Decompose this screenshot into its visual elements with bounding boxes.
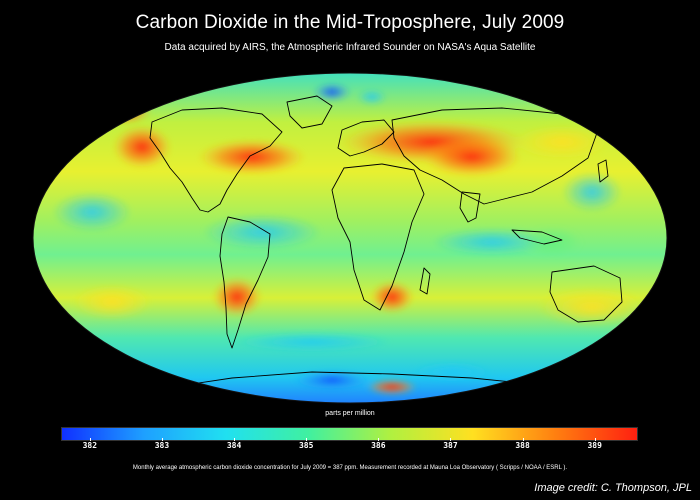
co2-world-map (32, 72, 668, 404)
colorbar-tick-386: 386 (363, 438, 393, 450)
colorbar-tick-389: 389 (580, 438, 610, 450)
coastlines (149, 95, 623, 391)
colorbar-tick-388: 388 (508, 438, 538, 450)
map-svg (32, 72, 668, 404)
page-title: Carbon Dioxide in the Mid-Troposphere, J… (135, 12, 565, 33)
colorbar-ticks: 382 383 384 385 386 387 388 389 (61, 438, 638, 453)
globe-outline (32, 72, 668, 404)
colorbar-label: parts per million (325, 410, 375, 417)
colorbar-tick-385: 385 (291, 438, 321, 450)
image-credit: Image credit: C. Thompson, JPL (534, 482, 692, 494)
colorbar-tick-382: 382 (75, 438, 105, 450)
co2-field (33, 73, 667, 403)
colorbar (61, 427, 638, 441)
colorbar-tick-384: 384 (219, 438, 249, 450)
colorbar-tick-387: 387 (435, 438, 465, 450)
colorbar-tick-383: 383 (147, 438, 177, 450)
footnote: Monthly average atmospheric carbon dioxi… (132, 465, 568, 471)
page-subtitle: Data acquired by AIRS, the Atmospheric I… (164, 42, 536, 53)
